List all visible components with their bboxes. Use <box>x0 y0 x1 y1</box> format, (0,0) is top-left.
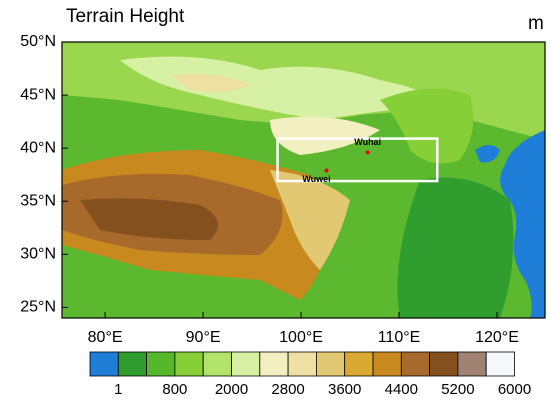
lat-tick-label: 25°N <box>20 299 56 316</box>
colorbar-label: 2000 <box>215 381 248 398</box>
city-label: Wuwei <box>302 174 330 184</box>
colorbar-box <box>259 351 289 377</box>
lat-tick-label: 40°N <box>20 139 56 156</box>
lon-tick-label: 90°E <box>186 329 221 346</box>
colorbar-box <box>231 351 261 377</box>
colorbar-box <box>457 351 487 377</box>
city-marker <box>324 168 329 173</box>
lon-tick-label: 110°E <box>378 329 421 346</box>
lon-tick-label: 80°E <box>88 329 123 346</box>
colorbar-box <box>174 351 204 377</box>
terrain <box>62 42 545 318</box>
colorbar-box <box>202 351 232 377</box>
colorbar-box <box>146 351 176 377</box>
unit: m <box>528 13 544 34</box>
colorbar-label: 1 <box>114 381 122 398</box>
title: Terrain Height <box>66 6 185 27</box>
region-box <box>276 137 439 183</box>
colorbar-label: 6000 <box>498 381 531 398</box>
colorbar-label: 5200 <box>441 381 474 398</box>
colorbar-box <box>117 351 148 377</box>
colorbar-label: 3600 <box>328 381 361 398</box>
colorbar-box <box>287 351 317 377</box>
lat-tick-label: 30°N <box>20 246 56 263</box>
colorbar-box <box>315 351 346 377</box>
colorbar-box <box>400 351 430 377</box>
colorbar-box <box>372 351 402 377</box>
colorbar-box <box>429 351 459 377</box>
colorbar-box <box>89 351 119 377</box>
lon-tick-label: 100°E <box>279 329 323 346</box>
colorbar-label: 4400 <box>385 381 418 398</box>
lat-tick-label: 35°N <box>20 192 56 209</box>
colorbar-label: 2800 <box>271 381 304 398</box>
lat-tick-label: 45°N <box>20 86 56 103</box>
city-label: Wuhai <box>354 137 381 147</box>
lat-tick-label: 50°N <box>20 33 56 50</box>
city-marker <box>365 150 370 155</box>
colorbar-box <box>485 351 515 377</box>
colorbar-box <box>344 351 374 377</box>
map-frame <box>61 41 546 319</box>
lon-tick-label: 120°E <box>475 329 519 346</box>
colorbar-label: 800 <box>162 381 187 398</box>
